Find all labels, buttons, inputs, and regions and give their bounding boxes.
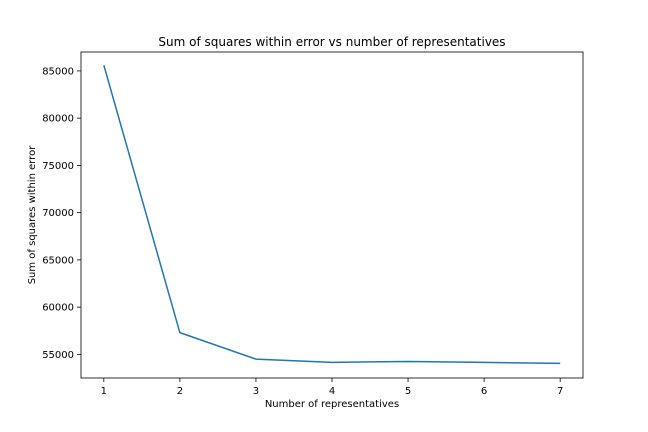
x-tick-label: 4	[329, 386, 335, 397]
plot-area	[80, 51, 584, 379]
y-tick-label: 55000	[42, 350, 74, 361]
y-axis-label: Sum of squares within error	[27, 145, 38, 284]
x-tick-label: 6	[481, 386, 487, 397]
y-axis: 55000 60000 65000 70000 75000 80000 85000	[42, 66, 81, 361]
series-layer	[103, 65, 561, 365]
y-tick-label: 60000	[42, 303, 74, 314]
x-tick-label: 7	[557, 386, 563, 397]
x-axis: 1 2 3 4 5 6 7	[101, 378, 563, 397]
x-tick-label: 3	[253, 386, 259, 397]
y-tick-label: 70000	[42, 208, 74, 219]
y-tick-label: 80000	[42, 114, 74, 125]
chart-title: Sum of squares within error vs number of…	[158, 35, 505, 49]
series-line	[103, 65, 561, 365]
x-tick-label: 5	[405, 386, 411, 397]
y-tick-label: 75000	[42, 161, 74, 172]
x-axis-label: Number of representatives	[265, 399, 399, 410]
x-tick-label: 1	[101, 386, 107, 397]
y-tick-label: 85000	[42, 66, 74, 77]
x-tick-label: 2	[177, 386, 183, 397]
y-tick-label: 65000	[42, 255, 74, 266]
